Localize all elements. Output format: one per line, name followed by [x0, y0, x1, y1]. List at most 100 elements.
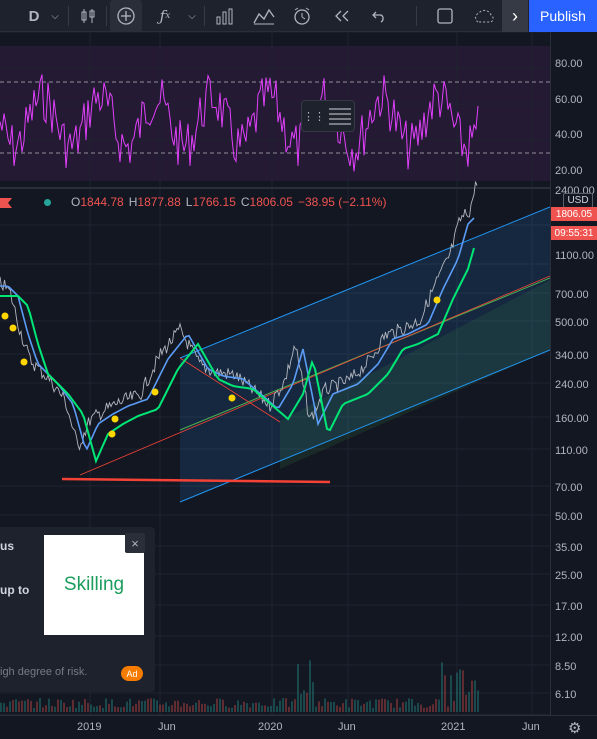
fullscreen-icon[interactable]	[430, 0, 460, 32]
volume-bar	[123, 707, 125, 712]
volume-bar	[468, 692, 470, 712]
volume-bar	[318, 701, 320, 712]
volume-bar	[321, 706, 323, 712]
volume-bar	[336, 705, 338, 712]
volume-bar	[381, 699, 383, 712]
volume-bar	[312, 682, 314, 712]
alert-icon[interactable]	[286, 0, 318, 32]
volume-bar	[456, 673, 458, 712]
volume-bar	[48, 699, 50, 712]
volume-bar	[396, 699, 398, 712]
bar-chart-icon[interactable]	[210, 0, 240, 32]
volume-bar	[258, 703, 260, 712]
volume-bar	[189, 706, 191, 712]
volume-bar	[36, 702, 38, 712]
volume-bar	[69, 706, 71, 712]
volume-bar	[168, 706, 170, 712]
volume-bar	[264, 705, 266, 712]
volume-bar	[117, 707, 119, 712]
volume-bar	[54, 707, 56, 712]
volume-bar	[246, 703, 248, 712]
ad-text-line1: us	[0, 539, 14, 553]
chevron-down-icon[interactable]: ⌵	[184, 0, 200, 32]
volume-bar	[87, 703, 89, 712]
volume-bar	[225, 706, 227, 712]
toolbar-divider	[204, 6, 205, 26]
volume-bar	[432, 704, 434, 712]
toolbar-divider	[106, 6, 107, 26]
settings-icon[interactable]: ⚙	[568, 719, 581, 737]
volume-bar	[474, 680, 476, 712]
volume-bar	[18, 701, 20, 712]
volume-bar	[330, 702, 332, 712]
volume-bar	[285, 698, 287, 712]
volume-bar	[231, 708, 233, 712]
cloud-icon[interactable]	[468, 0, 500, 32]
signal-dot	[112, 416, 119, 423]
volume-bar	[24, 701, 26, 712]
volume-bar	[102, 708, 104, 712]
ad-banner[interactable]: us up to Skilling × igh degree of risk. …	[0, 527, 155, 692]
date-axis[interactable]: 2019 Jun 2020 Jun 2021 Jun ⚙	[0, 715, 597, 739]
volume-bar	[345, 699, 347, 712]
volume-bar	[249, 708, 251, 712]
market-status-icon[interactable]	[44, 199, 51, 206]
volume-bar	[216, 699, 218, 712]
indicators-icon[interactable]	[248, 0, 280, 32]
price-axis-label: 50.00	[555, 511, 583, 523]
volume-bar	[450, 675, 452, 712]
ad-badge: Ad	[121, 666, 143, 681]
rsi-axis-label: 60.00	[555, 94, 583, 106]
drawing-toolbar-handle[interactable]: ⋮⋮	[301, 100, 355, 132]
symbol-flag-icon[interactable]	[0, 197, 14, 207]
volume-bar	[303, 690, 305, 712]
volume-bar	[129, 699, 131, 712]
volume-bar	[435, 699, 437, 712]
volume-bar	[210, 706, 212, 712]
lines-icon[interactable]	[327, 106, 353, 126]
volume-bar	[465, 695, 467, 712]
signal-dot	[10, 325, 17, 332]
volume-bar	[273, 698, 275, 712]
volume-bar	[390, 703, 392, 712]
ad-text-line2: up to	[0, 583, 29, 597]
currency-badge[interactable]: USD	[563, 193, 593, 208]
last-price-label: 1806.05	[551, 207, 597, 221]
interval-selector[interactable]: D	[26, 0, 42, 32]
volume-bar	[0, 703, 2, 712]
volume-bar	[180, 707, 182, 712]
date-axis-label: Jun	[338, 721, 356, 733]
candles-icon[interactable]	[74, 0, 102, 32]
crosshair-icon[interactable]	[110, 0, 142, 32]
volume-bar	[471, 681, 473, 712]
volume-bar	[114, 707, 116, 712]
replay-icon[interactable]	[328, 0, 356, 32]
volume-bar	[333, 702, 335, 712]
volume-bar	[447, 706, 449, 712]
open-value: 1844.78	[80, 195, 123, 209]
support-line[interactable]	[62, 479, 330, 482]
close-icon[interactable]: ×	[125, 533, 145, 553]
interval-button[interactable]: ​	[0, 0, 14, 32]
volume-bar	[96, 706, 98, 712]
signal-dot	[152, 389, 159, 396]
price-axis-label: 17.00	[555, 601, 583, 613]
volume-bar	[201, 704, 203, 712]
price-axis-label: 160.00	[555, 413, 589, 425]
volume-bar	[99, 705, 101, 712]
volume-bar	[93, 707, 95, 712]
date-axis-label: 2019	[77, 721, 101, 733]
high-value: 1877.88	[137, 195, 180, 209]
chevron-right-icon[interactable]: ›	[502, 0, 528, 32]
publish-button[interactable]: Publish	[529, 0, 597, 32]
chevron-down-icon[interactable]: ⌵	[48, 0, 62, 32]
undo-icon[interactable]	[364, 0, 392, 32]
volume-bar	[402, 702, 404, 712]
volume-bar	[282, 698, 284, 712]
volume-bar	[33, 708, 35, 712]
drag-handle-icon[interactable]: ⋮⋮	[303, 110, 325, 123]
volume-bar	[363, 704, 365, 712]
volume-bar	[171, 705, 173, 712]
volume-bar	[81, 705, 83, 712]
